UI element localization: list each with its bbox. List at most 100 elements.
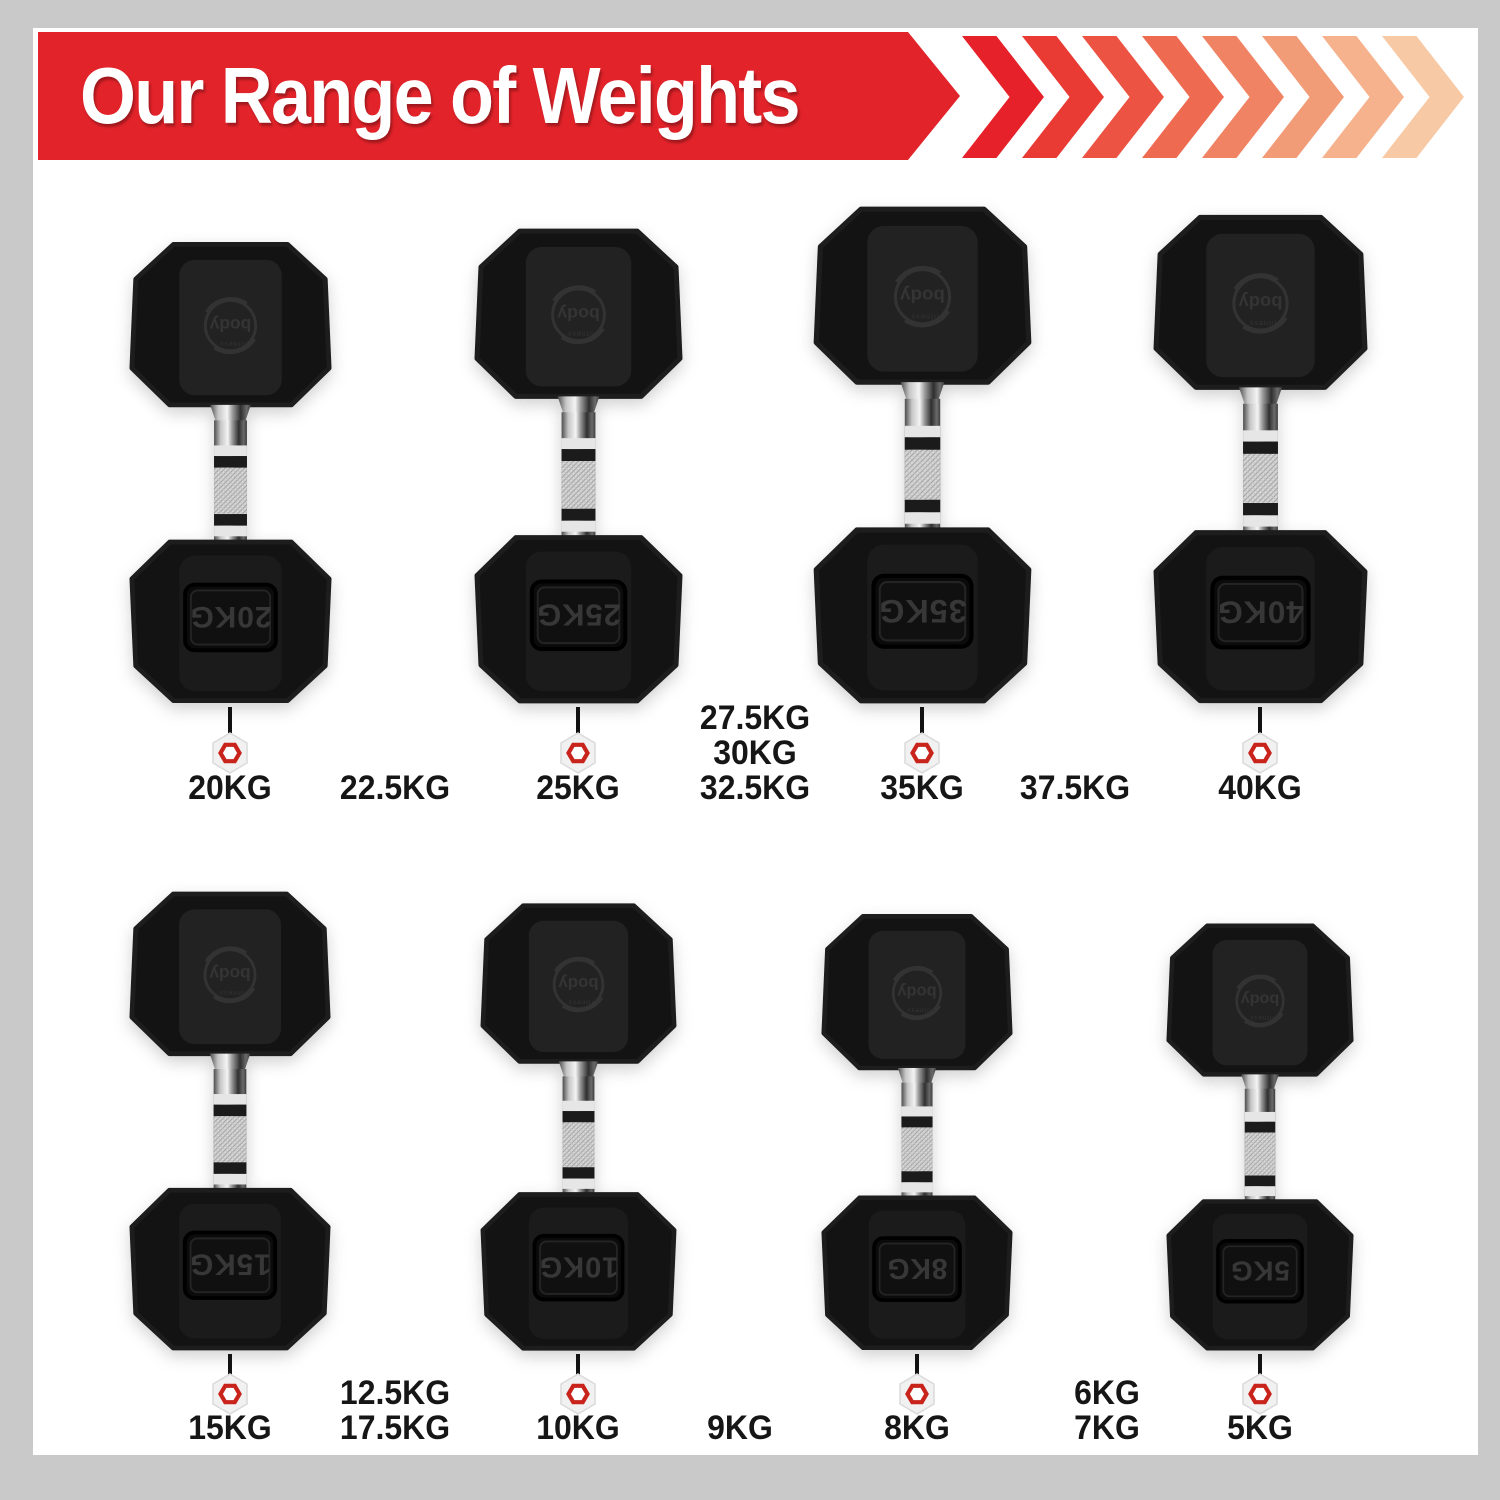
embossed-weight-text: 25KG xyxy=(536,597,621,632)
handle-knurl-ring xyxy=(562,1178,594,1189)
weight-label-line: 40KG xyxy=(1218,769,1302,807)
weight-label-line: 32.5KG xyxy=(699,769,811,807)
dumbbell-15kg: body fitness 15KG xyxy=(129,890,331,1352)
handle-dark-band xyxy=(561,449,595,462)
svg-text:body: body xyxy=(209,315,251,335)
handle-dark-band xyxy=(213,1162,247,1174)
weight-plate-inner xyxy=(189,1237,271,1294)
handle-dark-band xyxy=(1244,1121,1276,1133)
svg-text:fitness: fitness xyxy=(1248,319,1276,327)
connector-line xyxy=(1258,1354,1262,1380)
handle-dark-band xyxy=(1242,503,1278,516)
weight-plate-inner xyxy=(878,1242,956,1296)
hex-marker xyxy=(898,1373,936,1415)
svg-text:body: body xyxy=(1241,991,1280,1009)
svg-text:body: body xyxy=(209,964,251,984)
top-head-face xyxy=(528,920,628,1052)
handle-dark-band xyxy=(562,1167,594,1179)
weight-label-line: 15KG xyxy=(188,1409,272,1447)
weight-label-line: 17.5KG xyxy=(339,1409,451,1447)
handle-dark-band xyxy=(213,514,247,526)
handle-knurl-ring xyxy=(904,425,940,438)
dumbbell-10kg: body fitness 10KG xyxy=(480,902,677,1352)
handle-dark-band xyxy=(904,437,940,450)
dumbbell-25kg: body fitness 25KG xyxy=(473,227,683,705)
embossed-weight-text: 40KG xyxy=(1217,594,1304,630)
dumbbell-40kg: body fitness 40KG xyxy=(1153,213,1368,705)
dumbbell-8kg: body fitness 8KG xyxy=(821,912,1013,1352)
handle-knurl-center xyxy=(901,1127,933,1172)
svg-text:fitness: fitness xyxy=(567,998,592,1005)
connector-line xyxy=(920,707,924,733)
weight-label: 37.5KG xyxy=(1020,771,1130,806)
handle-knurl-ring xyxy=(1242,430,1278,442)
weight-label: 5KG xyxy=(1227,1411,1293,1446)
weight-label: 9KG xyxy=(707,1411,773,1446)
weight-label-line: 30KG xyxy=(713,734,797,772)
body-power-logo: body fitness xyxy=(891,966,943,1021)
handle-dark-band xyxy=(901,1171,933,1183)
handle-knurl-ring xyxy=(561,438,595,450)
handle-knurl-ring xyxy=(901,1106,933,1117)
weight-plate-inner xyxy=(1217,582,1303,643)
weight-label-line: 22.5KG xyxy=(339,769,451,807)
svg-text:fitness: fitness xyxy=(1250,1014,1274,1021)
weight-label-line: 20KG xyxy=(188,769,272,807)
dumbbell-graphic: body fitness 25KG xyxy=(473,228,683,704)
handle-knurl-ring xyxy=(1242,515,1278,527)
handle-dark-band xyxy=(561,508,595,521)
connector-line xyxy=(228,707,232,733)
svg-text:body: body xyxy=(557,304,600,324)
weight-label-line: 10KG xyxy=(536,1409,620,1447)
handle-knurl-ring xyxy=(901,1182,933,1193)
dumbbell-35kg: body fitness 35KG xyxy=(813,205,1032,705)
weight-label: 35KG xyxy=(880,771,963,806)
handle-knurl-center xyxy=(1244,1132,1276,1176)
weight-label-line: 5KG xyxy=(1227,1409,1293,1447)
top-head-face xyxy=(866,225,978,372)
dumbbell-5kg: body fitness 5KG xyxy=(1166,922,1354,1352)
handle-collar-top xyxy=(1238,387,1282,406)
handle-knurl-ring xyxy=(213,1094,247,1105)
weight-label: 12.5KG 17.5KG xyxy=(340,1376,450,1446)
weight-label-line: 25KG xyxy=(536,769,620,807)
handle-collar-top xyxy=(209,1053,251,1071)
dumbbell-graphic: body fitness 20KG xyxy=(128,241,332,704)
weight-plate-inner xyxy=(538,1240,618,1295)
handle-knurl-center xyxy=(1242,453,1278,504)
embossed-weight-text: 20KG xyxy=(189,600,271,633)
handle-knurl-ring xyxy=(1244,1111,1276,1122)
handle-collar-top xyxy=(558,1061,598,1079)
weight-label: 25KG xyxy=(536,771,619,806)
embossed-weight-text: 15KG xyxy=(189,1248,271,1281)
embossed-weight-text: 10KG xyxy=(538,1250,618,1282)
weight-label: 8KG xyxy=(884,1411,950,1446)
embossed-weight-text: 5KG xyxy=(1230,1255,1290,1286)
weight-label-line: 9KG xyxy=(707,1409,773,1447)
body-power-logo: body fitness xyxy=(203,946,257,1004)
handle-dark-band xyxy=(562,1111,594,1123)
handle-knurl-ring xyxy=(561,520,595,532)
handle-collar-top xyxy=(900,382,944,401)
handle-knurl-center xyxy=(213,467,247,515)
page-title: Our Range of Weights xyxy=(80,51,799,140)
svg-text:body: body xyxy=(557,974,598,993)
body-power-logo: body fitness xyxy=(552,956,604,1013)
handle-knurl-ring xyxy=(1244,1186,1276,1197)
connector-line xyxy=(915,1354,919,1380)
weight-label-line: 7KG xyxy=(1074,1409,1140,1447)
dumbbell-20kg: body fitness 20KG xyxy=(128,240,332,705)
weight-label: 27.5KG 30KG 32.5KG xyxy=(700,701,810,806)
hex-marker-icon xyxy=(212,1373,248,1415)
handle-dark-band xyxy=(901,1116,933,1128)
hex-marker xyxy=(559,1373,597,1415)
handle-knurl-ring xyxy=(904,512,940,524)
banner: Our Range of Weights xyxy=(38,32,960,160)
top-head-face xyxy=(1205,233,1315,378)
dumbbell-graphic: body fitness 40KG xyxy=(1153,214,1367,704)
hex-marker xyxy=(211,732,249,774)
handle-dark-band xyxy=(213,456,247,468)
embossed-weight-text: 8KG xyxy=(887,1252,948,1284)
svg-text:fitness: fitness xyxy=(566,330,593,337)
body-power-logo: body fitness xyxy=(1235,974,1285,1028)
